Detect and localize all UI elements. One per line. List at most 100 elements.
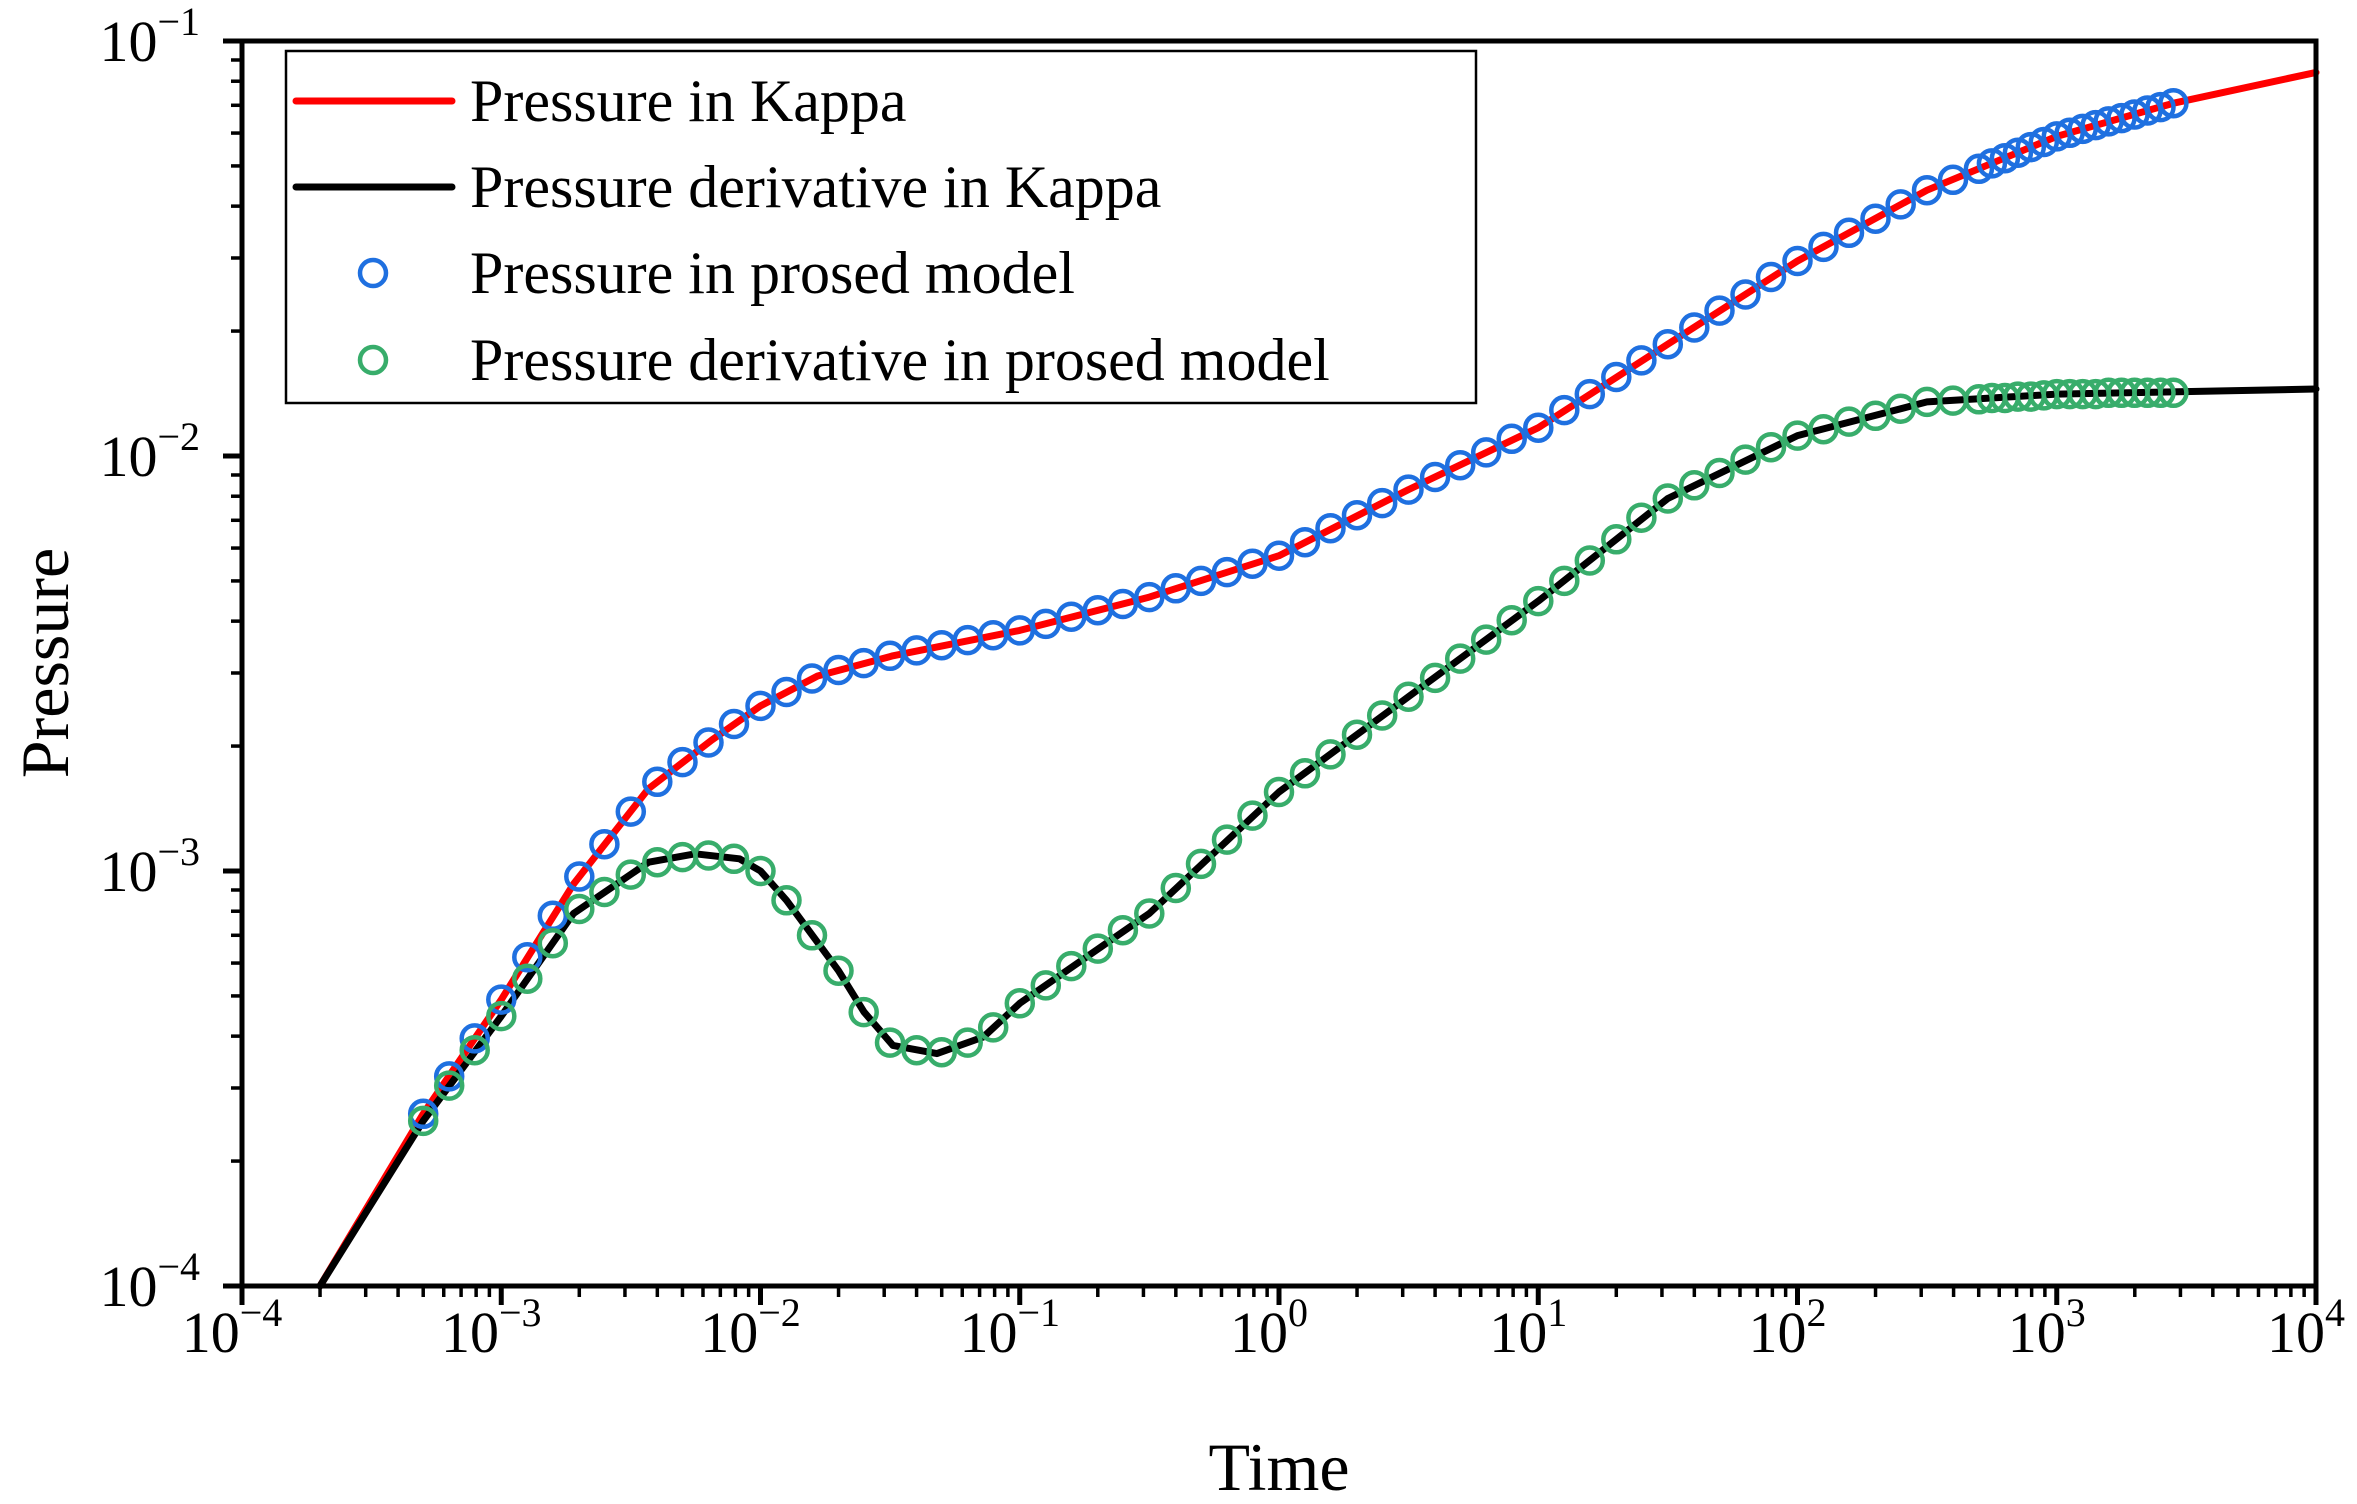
data-point <box>459 1034 490 1066</box>
y-tick-label: 10−4 <box>99 1244 200 1319</box>
data-point <box>2158 377 2189 409</box>
data-point <box>512 941 543 973</box>
x-tick-label: 10−4 <box>182 1290 283 1365</box>
y-tick-label: 10−3 <box>99 829 200 904</box>
data-point <box>1549 394 1580 426</box>
data-point <box>771 885 802 916</box>
y-axis-ticks: 10−4 10−3 10−2 10−1 <box>99 0 242 1319</box>
data-point <box>1107 914 1139 946</box>
data-point <box>1263 776 1295 808</box>
y-tick-label: 10−2 <box>99 414 200 489</box>
legend-label: Pressure in Kappa <box>470 68 907 134</box>
data-point <box>615 859 647 890</box>
data-point <box>1523 585 1554 617</box>
legend-marker-swatch <box>357 257 389 289</box>
legend-label: Pressure derivative in prosed model <box>470 327 1330 393</box>
data-point <box>1263 540 1295 571</box>
data-point <box>564 861 595 892</box>
data-point <box>1860 203 1891 234</box>
data-point <box>589 828 620 860</box>
data-point <box>589 876 620 908</box>
data-point <box>745 690 776 722</box>
data-point <box>667 746 698 778</box>
data-point <box>1808 231 1839 263</box>
x-axis-title: Time <box>1208 1429 1349 1504</box>
data-point <box>1704 457 1735 489</box>
data-point <box>1341 719 1373 750</box>
data-point <box>1185 565 1217 597</box>
data-point <box>1704 295 1735 326</box>
data-point <box>1134 581 1165 613</box>
data-point <box>1523 412 1554 443</box>
data-point <box>693 727 724 758</box>
data-point <box>848 996 879 1028</box>
x-tick-label: 10−3 <box>441 1290 542 1365</box>
data-point <box>1652 328 1684 360</box>
data-point <box>718 843 750 875</box>
data-point <box>1782 245 1813 277</box>
data-point <box>433 1070 465 1101</box>
data-point <box>1185 848 1217 880</box>
y-tick-label: 10−1 <box>99 0 200 74</box>
data-point <box>1470 437 1502 468</box>
data-point <box>1419 461 1451 493</box>
data-point <box>1315 512 1346 544</box>
x-tick-label: 100 <box>1230 1290 1308 1365</box>
y-axis-title: Pressure <box>7 548 83 778</box>
legend-label: Pressure in prosed model <box>470 240 1075 306</box>
data-point <box>1574 545 1606 576</box>
data-point <box>1393 681 1424 712</box>
series-markers <box>407 87 2189 1137</box>
data-point <box>1833 217 1865 249</box>
data-point <box>1755 261 1787 293</box>
data-point <box>1134 898 1165 929</box>
data-point <box>771 676 802 708</box>
data-point <box>796 663 828 694</box>
data-point <box>1730 279 1761 310</box>
legend-marker-swatch <box>357 344 389 376</box>
data-point <box>1626 502 1657 533</box>
data-point <box>1574 378 1606 410</box>
data-point <box>486 1000 517 1032</box>
data-point <box>1289 526 1321 558</box>
data-point <box>1601 524 1632 555</box>
legend: Pressure in Kappa Pressure derivative in … <box>284 49 1478 405</box>
data-point <box>1601 361 1632 393</box>
data-point <box>1082 933 1114 964</box>
data-point <box>1679 312 1710 343</box>
data-point <box>1237 548 1268 579</box>
data-point <box>1444 449 1476 481</box>
data-point <box>1366 487 1398 519</box>
data-point <box>952 1027 983 1058</box>
data-point <box>1470 624 1502 655</box>
data-point <box>1289 758 1321 789</box>
x-tick-label: 102 <box>1749 1290 1827 1365</box>
data-point <box>1056 950 1087 982</box>
data-point <box>1366 700 1398 731</box>
x-axis-ticks: 10−4 10−3 10−2 10−1 100 101 102 103 104 <box>182 1286 2345 1365</box>
data-point <box>718 708 750 740</box>
data-point <box>1211 824 1243 855</box>
data-point <box>2145 377 2176 409</box>
data-point <box>796 920 828 951</box>
data-point <box>1549 565 1580 597</box>
x-tick-label: 104 <box>2267 1290 2345 1365</box>
data-point <box>1496 423 1527 455</box>
data-point <box>1419 662 1451 694</box>
data-point <box>642 766 673 798</box>
data-point <box>1393 474 1424 505</box>
data-point <box>564 893 595 925</box>
x-tick-label: 10−1 <box>959 1290 1060 1365</box>
data-point <box>745 855 776 887</box>
data-point <box>1004 988 1036 1019</box>
data-point <box>1341 499 1373 531</box>
data-point <box>874 1027 906 1058</box>
data-point <box>1315 739 1346 770</box>
data-point <box>1626 345 1657 376</box>
series-line-1 <box>316 385 2320 1290</box>
data-point <box>926 1036 957 1068</box>
data-point <box>486 984 517 1015</box>
data-point <box>1496 604 1527 636</box>
x-tick-label: 101 <box>1489 1290 1567 1365</box>
